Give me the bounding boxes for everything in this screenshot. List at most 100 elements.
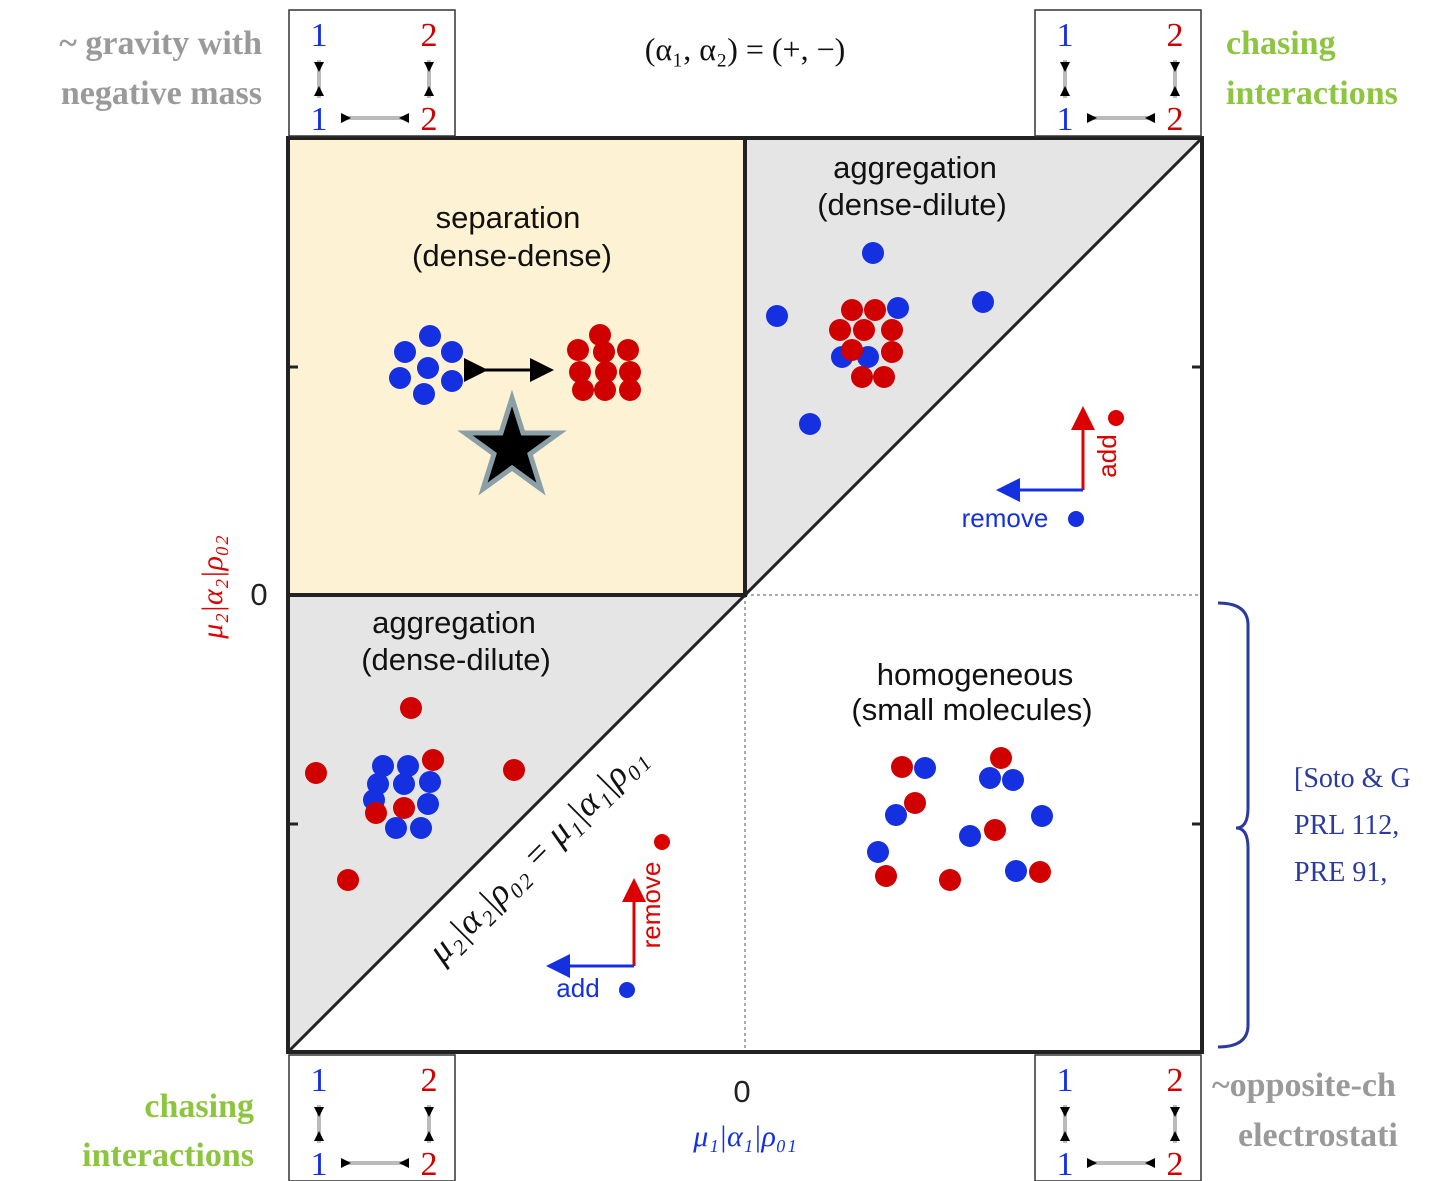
particle	[1068, 511, 1084, 527]
species-label: 2	[1167, 1062, 1184, 1099]
particle	[1029, 861, 1051, 883]
species-label: 2	[1167, 101, 1184, 138]
species-label: 2	[421, 17, 438, 54]
particle	[419, 325, 441, 347]
particle	[305, 762, 327, 784]
species-label: 1	[311, 101, 328, 138]
particle	[867, 841, 889, 863]
particle	[394, 341, 416, 363]
note: electrostati	[1238, 1117, 1398, 1154]
particle	[619, 379, 641, 401]
particle	[891, 756, 913, 778]
region-label: aggregation	[372, 605, 536, 640]
particle	[441, 370, 463, 392]
particle	[417, 357, 439, 379]
reference: PRL 112,	[1294, 810, 1399, 841]
particle	[413, 383, 435, 405]
region-label: (small molecules)	[851, 692, 1092, 727]
note: ~opposite-ch	[1212, 1067, 1396, 1104]
particle	[904, 792, 926, 814]
species-label: 1	[311, 17, 328, 54]
interaction-icon: 1 2 1 2	[1035, 1055, 1201, 1181]
reference: PRE 91,	[1294, 857, 1387, 888]
note: interactions	[1226, 75, 1398, 112]
particle	[422, 749, 444, 771]
species-label: 2	[421, 1146, 438, 1181]
particle	[914, 757, 936, 779]
particle	[1108, 410, 1124, 426]
legend-lower: remove add	[552, 834, 670, 1003]
particle	[617, 339, 639, 361]
interaction-icon: 1212	[289, 1055, 455, 1181]
particle	[972, 291, 994, 313]
particle	[851, 366, 873, 388]
phase-diagram: separation (dense-dense) aggregation (de…	[0, 0, 1439, 1181]
species-label: 1	[1057, 1146, 1074, 1181]
particle	[419, 771, 441, 793]
legend-label: add	[1092, 434, 1122, 477]
particle	[862, 242, 884, 264]
particle	[841, 299, 863, 321]
particle	[841, 339, 863, 361]
particle	[766, 305, 788, 327]
particle	[417, 793, 439, 815]
particle	[1002, 769, 1024, 791]
particle	[864, 299, 886, 321]
region-label: homogeneous	[877, 657, 1074, 692]
x-axis-label: μ₁|α₁|ρ₀₁	[692, 1120, 796, 1153]
particle	[939, 869, 961, 891]
species-label: 1	[1057, 17, 1074, 54]
region-label: (dense-dilute)	[361, 642, 551, 677]
species-label: 2	[421, 101, 438, 138]
y-axis-label: μ₂|α₂|ρ₀₂	[196, 535, 229, 639]
particle	[410, 817, 432, 839]
species-label: 1	[311, 1062, 328, 1099]
legend-upper: add remove	[962, 410, 1124, 533]
note: chasing	[144, 1088, 254, 1125]
particle	[873, 366, 895, 388]
reference: [Soto & G	[1294, 763, 1411, 794]
particle	[979, 767, 1001, 789]
particle	[441, 341, 463, 363]
particle	[393, 773, 415, 795]
species-label: 1	[1057, 101, 1074, 138]
particle	[881, 319, 903, 341]
particle	[572, 379, 594, 401]
legend-label: remove	[962, 503, 1049, 533]
species-label: 1	[1057, 1062, 1074, 1099]
note: chasing	[1226, 25, 1336, 62]
region-label: (dense-dilute)	[817, 187, 1007, 222]
particle	[885, 804, 907, 826]
region-label: (dense-dense)	[412, 238, 612, 273]
particle	[619, 982, 635, 998]
note: negative mass	[61, 75, 262, 112]
particle	[853, 319, 875, 341]
species-label: 2	[421, 1062, 438, 1099]
particle	[829, 319, 851, 341]
x-tick-label: 0	[733, 1074, 750, 1109]
particle	[875, 865, 897, 887]
particle	[365, 802, 387, 824]
particle	[990, 747, 1012, 769]
particle	[654, 834, 670, 850]
particle	[1031, 805, 1053, 827]
particle	[799, 413, 821, 435]
region-label: aggregation	[833, 150, 997, 185]
particle	[593, 341, 615, 363]
particle	[594, 379, 616, 401]
particle	[503, 759, 525, 781]
interaction-icon: 1 2 1 2	[289, 10, 455, 138]
note: interactions	[82, 1137, 254, 1174]
region-label: separation	[436, 200, 581, 235]
particle	[984, 819, 1006, 841]
particle	[400, 697, 422, 719]
species-label: 2	[1167, 1146, 1184, 1181]
particle	[389, 367, 411, 389]
note: ~ gravity with	[59, 25, 262, 62]
particle	[959, 825, 981, 847]
quadrants	[288, 138, 1202, 1052]
particle	[337, 869, 359, 891]
legend-label: remove	[636, 862, 666, 949]
y-tick-label: 0	[250, 577, 267, 612]
